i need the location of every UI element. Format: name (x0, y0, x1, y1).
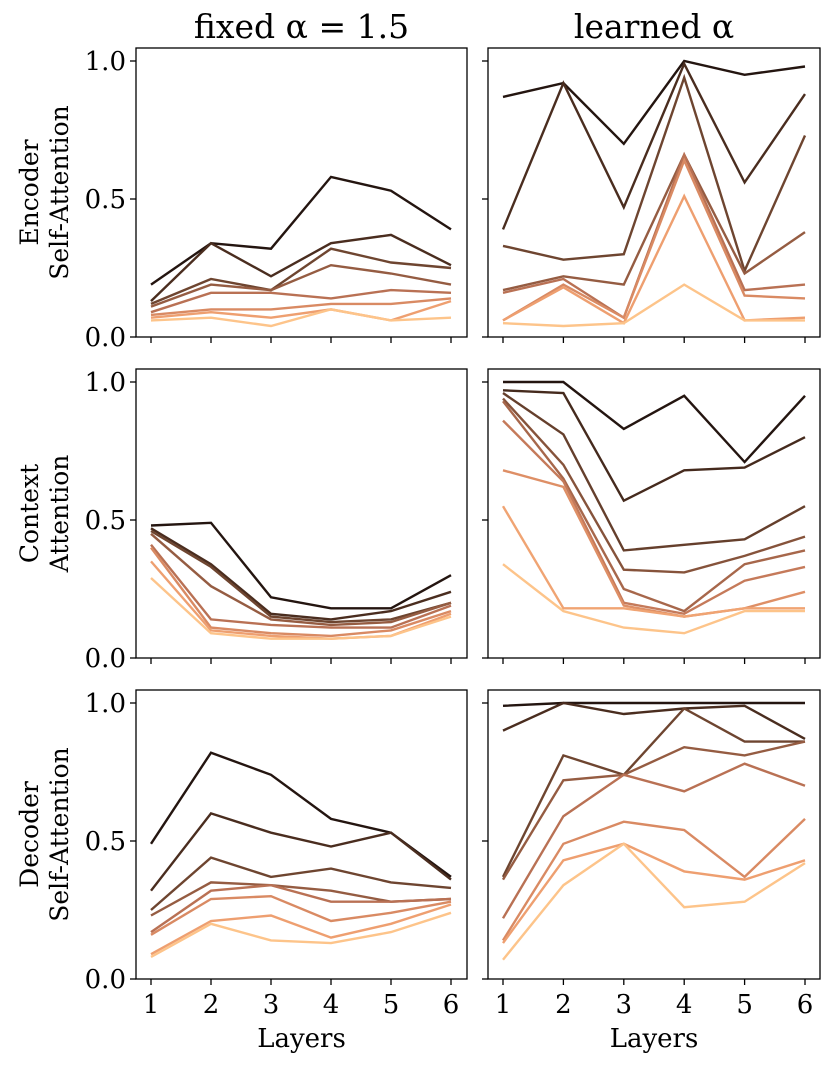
series-line-s8 (502, 283, 805, 328)
row-label-2-line-2: Attention (45, 455, 74, 574)
x-tick-label: 6 (797, 990, 814, 1020)
series-line-s8 (501, 505, 805, 618)
y-tick-label: 0.5 (85, 506, 126, 536)
row-label-1: Encoder Self-Attention (15, 105, 74, 280)
row-label-2: Context Attention (15, 455, 74, 574)
panel-r1-c2 (482, 47, 821, 343)
y-tick-label: 0.0 (85, 323, 126, 353)
series-line-s8 (502, 842, 806, 961)
column-title-2: learned α (574, 7, 734, 46)
y-tick-label: 0.0 (85, 644, 126, 674)
series-line-s6 (150, 546, 452, 638)
series-line-s1 (503, 380, 806, 464)
series-line-s3 (501, 706, 805, 878)
series-line-s3 (502, 73, 807, 275)
row-label-3-line-1: Decoder (15, 781, 44, 888)
series-line-s2 (502, 701, 806, 740)
panels: 0.00.51.00.00.51.00.00.51.01 2 3 4 5 6Layers1… (85, 47, 821, 1054)
series-line-s9 (502, 563, 805, 635)
x-tick-label: 3 (263, 990, 280, 1020)
row-label-3: Decoder Self-Attention (15, 747, 74, 922)
series-line-s3 (502, 392, 806, 552)
series-line-s1 (149, 751, 452, 878)
series-line-s7 (150, 903, 452, 956)
series-line-s4 (150, 263, 452, 308)
series-line-s4 (501, 740, 806, 881)
series-line-s1 (502, 701, 805, 707)
series-line-s2 (150, 812, 452, 892)
panel-r1-c1: 0.0 0.5 1.0 (85, 47, 468, 353)
panel-r2-c1: 0.0 0.5 1.0 (85, 368, 468, 674)
series-line-s4 (150, 532, 452, 627)
row-label-3-line-2: Self-Attention (45, 747, 74, 922)
x-tick-label: 2 (555, 990, 572, 1020)
row-label-2-line-1: Context (15, 464, 44, 563)
series-line-s2 (501, 60, 806, 230)
y-tick-label: 1.0 (85, 368, 126, 398)
column-title-1: fixed α = 1.5 (194, 7, 409, 46)
series-line-s5 (150, 883, 452, 934)
x-tick-label: 4 (323, 990, 340, 1020)
panel-frame (487, 47, 821, 338)
y-tick-label: 0.5 (85, 827, 126, 857)
series-line-s3 (150, 247, 452, 306)
series-line-s5 (150, 288, 452, 314)
series-line-s6 (150, 894, 452, 936)
x-tick-label: 5 (736, 990, 753, 1020)
series-line-s8 (150, 911, 452, 958)
series-line-s1 (150, 521, 452, 610)
x-tick-label: 1 (143, 990, 160, 1020)
series-line-s8 (150, 308, 452, 328)
x-tick-label: 2 (203, 990, 220, 1020)
series-line-s6 (502, 419, 806, 616)
series-line-s5 (150, 544, 452, 629)
panel-frame (135, 368, 468, 659)
y-tick-label: 0.0 (85, 965, 126, 995)
series-line-s1 (502, 59, 806, 146)
row-label-1-line-2: Self-Attention (45, 105, 74, 280)
series-line-s8 (150, 577, 452, 640)
x-axis-label: Layers (610, 1024, 699, 1054)
series-line-s2 (502, 389, 806, 503)
panel-frame (487, 689, 821, 980)
x-tick-label: 4 (676, 990, 693, 1020)
series-line-s3 (150, 856, 452, 911)
x-axis-label: Layers (257, 1024, 346, 1054)
series-line-s6 (150, 297, 452, 317)
panel-frame (135, 689, 468, 980)
panel-frame (135, 47, 468, 338)
panel-r3-c1: 0.0 0.5 1.0 1 2 3 4 5 6 Layers (85, 689, 468, 1054)
panel-frame (487, 368, 821, 659)
series-line-s1 (150, 175, 452, 286)
row-label-1-line-1: Encoder (15, 139, 44, 245)
x-tick-label: 5 (383, 990, 400, 1020)
series-line-s6 (502, 157, 806, 322)
x-tick-label: 3 (616, 990, 633, 1020)
series-line-s7 (502, 469, 806, 618)
series-line-s7 (502, 842, 806, 944)
x-tick-label: 6 (443, 990, 460, 1020)
column-titles: fixed α = 1.5 learned α (194, 7, 734, 46)
panel-r3-c2: 1 2 3 4 5 6 Layers (482, 689, 821, 1054)
series-line-s2 (150, 527, 452, 621)
series-line-s6 (501, 818, 806, 942)
series-line-s4 (502, 397, 806, 574)
y-tick-label: 1.0 (85, 47, 126, 77)
series-line-s5 (502, 400, 806, 613)
y-tick-label: 0.5 (85, 185, 126, 215)
panel-r2-c2 (482, 368, 821, 664)
series-line-s5 (501, 762, 806, 919)
series-line-s7 (150, 299, 452, 322)
series-line-s4 (502, 152, 806, 292)
series-line-s2 (150, 233, 452, 302)
series-line-s3 (150, 529, 452, 624)
y-tick-label: 1.0 (85, 689, 126, 719)
x-tick-label: 1 (495, 990, 512, 1020)
